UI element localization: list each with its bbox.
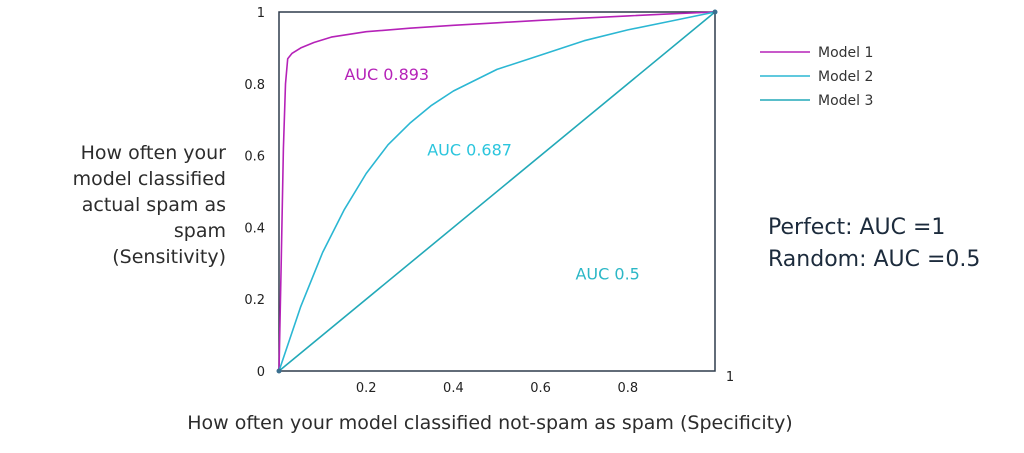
x-tick-label: 0.2 (356, 381, 377, 396)
x-tick-label: 0.8 (617, 381, 638, 396)
y-tick-label: 0.8 (244, 78, 265, 93)
series-line-model-2 (278, 11, 716, 372)
y-tick-label: 0 (257, 365, 265, 380)
auc-annotation: AUC 0.893 (344, 65, 429, 84)
summary-perfect: Perfect: AUC =1 (768, 215, 946, 240)
y-axis-label-line: How often your (80, 142, 226, 164)
legend: Model 1 Model 2 Model 3 (760, 45, 873, 109)
y-tick-label: 1 (257, 6, 265, 21)
plot-border (278, 11, 716, 372)
series-layer (276, 9, 718, 374)
legend-entry: Model 1 (818, 45, 873, 61)
y-axis-label: How often your model classified actual s… (26, 140, 226, 270)
annotations: AUC 0.893 AUC 0.687 AUC 0.5 (344, 65, 639, 283)
x-tick-label: 1 (726, 370, 734, 385)
y-axis-label-line: model classified (72, 168, 226, 190)
origin-point (276, 368, 282, 374)
y-axis-label-line: actual spam as spam (81, 194, 226, 242)
y-tick-label: 0.4 (244, 221, 265, 236)
auc-annotation: AUC 0.5 (575, 264, 639, 283)
x-tick-label: 0.4 (443, 381, 464, 396)
series-line-model-1 (278, 11, 716, 372)
series-line-model-3 (278, 11, 716, 372)
end-point (712, 9, 718, 15)
x-tick-label: 0.6 (530, 381, 551, 396)
legend-entry: Model 2 (818, 69, 873, 85)
y-axis-label-line: (Sensitivity) (112, 246, 226, 268)
y-tick-label: 0.6 (244, 150, 265, 165)
legend-entry: Model 3 (818, 93, 873, 109)
auc-annotation: AUC 0.687 (427, 141, 512, 160)
summary-random: Random: AUC =0.5 (768, 247, 981, 272)
tick-labels: 0 0.2 0.4 0.6 0.8 1 0.2 0.4 0.6 0.8 1 (244, 6, 734, 396)
auc-summary: Perfect: AUC =1 Random: AUC =0.5 (768, 212, 980, 276)
y-tick-label: 0.2 (244, 293, 265, 308)
plot-frame (278, 11, 716, 372)
x-axis-label: How often your model classified not-spam… (187, 412, 793, 434)
